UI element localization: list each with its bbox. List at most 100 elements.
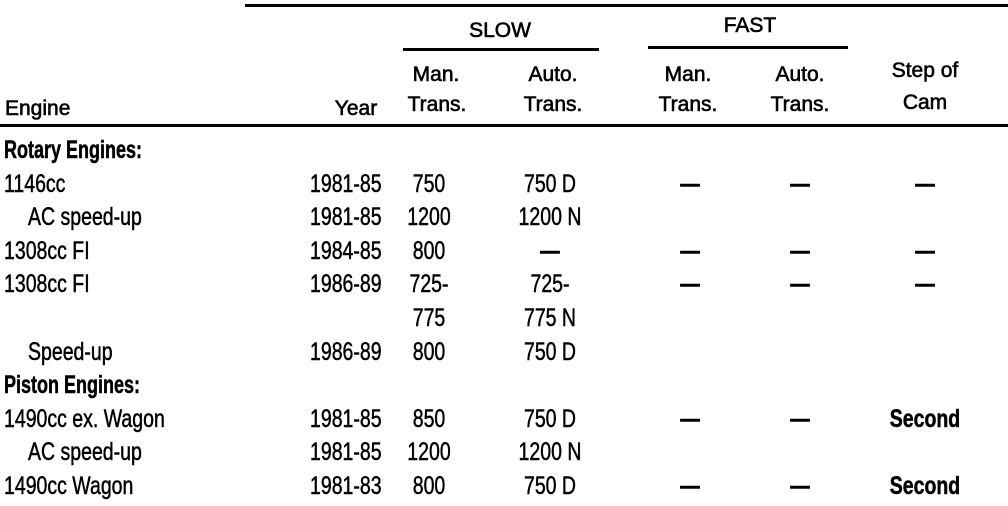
slow-auto-cell: 775 N — [517, 304, 584, 332]
year-cell: 1986-89 — [310, 338, 402, 365]
fast-auto-cell-text: — — [790, 404, 810, 433]
year-cell: 1984-85 — [310, 236, 402, 265]
year-cell-text: 1981-85 — [310, 203, 382, 232]
slow-auto-cell: 725- — [525, 271, 575, 298]
slow-auto-cell: 750 D — [517, 472, 584, 500]
engine-cell-text: AC speed-up — [28, 203, 142, 232]
slow-man-cell: 725- — [404, 270, 454, 299]
slow-auto-cell: 1200 N — [510, 438, 591, 467]
step-cell-text: Second — [889, 472, 961, 500]
fast-man-cell-text: — — [680, 472, 700, 500]
year-cell-text: 1981-85 — [310, 169, 382, 198]
step-cell-text: — — [915, 169, 935, 198]
slow-auto-cell-text: 1200 N — [518, 438, 582, 467]
engine-cell: 1490cc ex. Wagon — [4, 404, 210, 433]
slow-man-cell-text: 800 — [412, 337, 446, 366]
group-heading: Piston Engines: — [4, 371, 193, 400]
engine-cell: AC speed-up — [28, 439, 174, 466]
engine-cell-text: Speed-up — [28, 337, 113, 366]
engine-cell: 1490cc Wagon — [4, 472, 170, 500]
header-slow-man-2: Trans. — [407, 93, 467, 116]
year-cell-text: 1981-85 — [310, 438, 382, 467]
header-step-2: Cam — [902, 91, 948, 114]
slow-auto-cell: 750 D — [517, 169, 584, 198]
slow-man-cell: 1200 — [401, 438, 457, 467]
header-fast-auto-1: Auto. — [775, 63, 825, 86]
slow-auto-cell: 750 D — [517, 404, 584, 433]
fast-auto-cell-text: — — [790, 270, 810, 299]
slow-man-cell: 850 — [408, 404, 450, 433]
slow-auto-cell-text: 750 D — [523, 472, 577, 500]
header-fast-auto-2: Trans. — [770, 93, 830, 116]
slow-auto-cell-text: 750 D — [523, 169, 577, 198]
fast-auto-cell: — — [788, 238, 813, 265]
step-cell: Second — [880, 472, 970, 500]
step-cell-text: — — [915, 270, 935, 299]
slow-man-cell-text: 750 — [412, 169, 446, 198]
engine-cell-text: 1490cc ex. Wagon — [4, 404, 165, 433]
slow-auto-cell: 1200 N — [510, 203, 591, 232]
engine-cell-text: 1308cc FI — [4, 236, 90, 265]
year-cell: 1981-85 — [310, 203, 402, 232]
fast-man-cell: — — [678, 236, 703, 265]
top-rule — [245, 4, 1008, 7]
slow-man-cell-text: 1200 — [407, 438, 451, 467]
slow-man-cell: 800 — [408, 236, 450, 265]
slow-auto-cell-text: — — [540, 236, 560, 265]
step-cell: — — [913, 236, 938, 265]
slow-man-cell-text: 1200 — [407, 203, 451, 232]
header-slow-auto-1: Auto. — [528, 63, 578, 86]
year-cell: 1981-85 — [310, 438, 402, 467]
slow-man-cell: 775 — [408, 304, 450, 332]
header-slow: SLOW — [469, 19, 531, 42]
slow-man-cell-text: 725- — [409, 270, 449, 299]
fast-rule — [648, 46, 848, 49]
slow-auto-cell-text: 775 N — [523, 304, 577, 332]
year-cell-text: 1984-85 — [310, 236, 382, 265]
header-fast-man-1: Man. — [664, 63, 712, 86]
fast-auto-cell: — — [788, 404, 813, 433]
group-heading-text: Piston Engines: — [4, 371, 141, 400]
group-heading: Rotary Engines: — [4, 136, 196, 164]
engine-cell-text: 1490cc Wagon — [4, 472, 134, 500]
fast-man-cell: — — [678, 472, 703, 500]
step-cell-text: — — [915, 236, 935, 265]
year-cell: 1981-85 — [310, 404, 402, 433]
fast-man-cell: — — [678, 406, 703, 433]
engine-cell: Speed-up — [28, 337, 136, 366]
slow-auto-cell: — — [538, 236, 563, 265]
engine-cell-text: 1308cc FI — [4, 270, 90, 299]
fast-auto-cell-text: — — [790, 472, 810, 500]
step-cell-text: Second — [889, 404, 961, 433]
engine-cell: 1146cc — [4, 169, 83, 198]
year-cell-text: 1981-83 — [310, 472, 382, 500]
slow-man-cell: 800 — [408, 337, 450, 366]
engine-cell: 1308cc FI — [4, 236, 114, 265]
header-slow-man-1: Man. — [412, 63, 460, 86]
engine-cell-text: 1146cc — [4, 169, 66, 198]
fast-man-cell-text: — — [680, 169, 700, 198]
slow-auto-cell-text: 750 D — [523, 337, 577, 366]
year-cell: 1986-89 — [310, 271, 402, 298]
fast-auto-cell: — — [788, 169, 813, 198]
fast-man-cell-text: — — [680, 236, 700, 265]
slow-man-cell-text: 850 — [412, 404, 446, 433]
header-step-1: Step of — [891, 59, 959, 82]
fast-auto-cell: — — [788, 270, 813, 299]
fast-auto-cell-text: — — [790, 169, 810, 198]
header-engine: Engine — [5, 97, 71, 120]
year-cell: 1981-85 — [310, 169, 402, 198]
slow-rule — [403, 48, 599, 51]
slow-auto-cell-text: 1200 N — [518, 203, 582, 232]
header-slow-auto-2: Trans. — [523, 93, 583, 116]
slow-man-cell-text: 800 — [412, 236, 446, 265]
fast-auto-cell: — — [788, 472, 813, 500]
fast-man-cell-text: — — [680, 270, 700, 299]
slow-man-cell-text: 775 — [412, 304, 446, 332]
header-year: Year — [334, 97, 378, 120]
year-cell-text: 1981-85 — [310, 404, 382, 433]
group-heading-text: Rotary Engines: — [4, 136, 143, 164]
slow-auto-cell-text: 750 D — [523, 404, 577, 433]
header-rule — [0, 124, 1008, 127]
header-fast-man-2: Trans. — [658, 93, 718, 116]
